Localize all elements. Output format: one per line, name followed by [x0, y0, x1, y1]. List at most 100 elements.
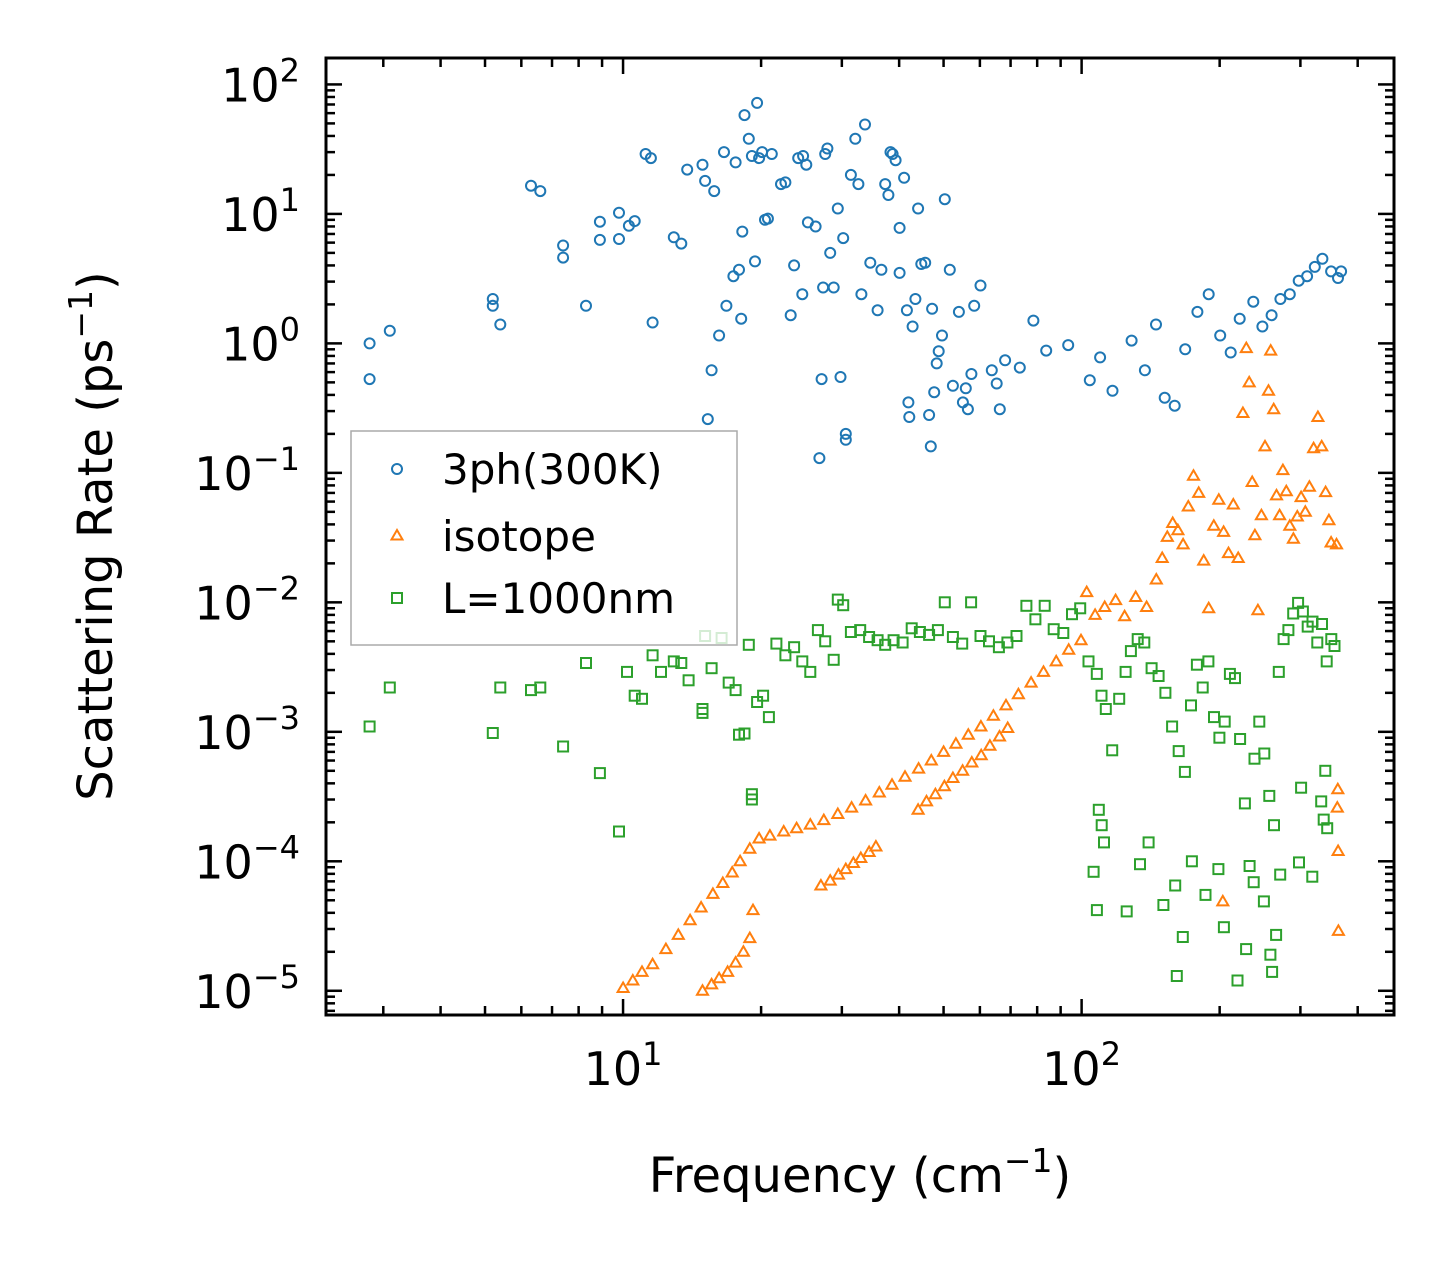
- y-axis-title: Scattering Rate (ps−1): [61, 271, 124, 801]
- data-point: [494, 681, 507, 694]
- data-point: [1247, 295, 1260, 308]
- data-point: [837, 599, 850, 612]
- data-point: [926, 302, 939, 315]
- data-point: [1013, 361, 1026, 374]
- data-point: [855, 288, 868, 301]
- data-point: [796, 655, 809, 668]
- data-point: [1311, 636, 1324, 649]
- data-point: [1247, 527, 1263, 541]
- data-point: [1206, 518, 1222, 531]
- data-point: [992, 729, 1007, 742]
- data-point: [1243, 860, 1256, 872]
- data-point: [693, 900, 709, 913]
- data-point: [1282, 518, 1298, 531]
- data-point: [1138, 636, 1151, 649]
- legend-marker-boundary: [391, 592, 403, 604]
- data-point: [1283, 288, 1296, 301]
- data-point: [1138, 364, 1151, 377]
- data-point: [1295, 781, 1308, 794]
- data-point: [1266, 965, 1279, 978]
- data-point: [580, 299, 592, 312]
- x-axis-title: Frequency (cm−1): [649, 1141, 1072, 1204]
- data-point: [728, 955, 743, 968]
- y-tick-label: 101: [221, 181, 300, 242]
- data-marks: [363, 96, 1348, 996]
- data-point: [909, 293, 922, 305]
- data-point: [765, 148, 778, 160]
- data-point: [1124, 645, 1137, 658]
- data-point: [636, 692, 648, 705]
- data-point: [1094, 351, 1107, 364]
- data-point: [713, 329, 726, 342]
- data-point: [788, 259, 801, 272]
- data-point: [1215, 893, 1231, 907]
- legend-label-3ph: 3ph(300K): [442, 445, 662, 494]
- data-point: [557, 251, 570, 264]
- data-point: [946, 379, 959, 392]
- data-point: [863, 631, 876, 643]
- data-point: [1186, 468, 1201, 481]
- series-0: [363, 96, 1348, 465]
- data-point: [985, 364, 998, 377]
- data-point: [383, 324, 396, 337]
- data-point: [864, 256, 877, 269]
- data-point: [822, 873, 838, 886]
- data-point: [1117, 608, 1132, 622]
- data-point: [796, 288, 809, 301]
- series-1: [615, 340, 1346, 996]
- data-point: [720, 299, 733, 312]
- data-point: [1166, 720, 1179, 733]
- data-point: [931, 624, 944, 637]
- data-point: [1057, 627, 1070, 639]
- data-point: [705, 364, 718, 377]
- data-point: [1263, 789, 1276, 802]
- data-point: [779, 649, 792, 662]
- data-point: [1010, 630, 1023, 642]
- data-point: [936, 329, 948, 342]
- data-point: [924, 440, 937, 453]
- data-point: [722, 676, 735, 689]
- data-point: [1142, 836, 1155, 849]
- data-point: [1139, 599, 1154, 612]
- data-point: [363, 720, 376, 733]
- data-point: [784, 309, 797, 322]
- data-point: [1001, 636, 1014, 649]
- data-point: [757, 689, 770, 702]
- data-point: [1090, 904, 1103, 917]
- data-point: [742, 841, 758, 854]
- data-point: [849, 132, 862, 145]
- legend-label-isotope: isotope: [442, 512, 596, 561]
- data-point: [1095, 819, 1108, 832]
- data-point: [646, 316, 659, 329]
- data-point: [1319, 764, 1332, 777]
- data-point: [1328, 640, 1341, 652]
- data-point: [1119, 665, 1132, 678]
- data-point: [1011, 686, 1026, 700]
- data-point: [1315, 795, 1328, 808]
- data-point: [733, 263, 745, 276]
- data-point: [1234, 733, 1247, 745]
- data-point: [1169, 879, 1182, 892]
- data-point: [1306, 870, 1319, 883]
- data-point: [1074, 602, 1087, 615]
- data-point: [749, 255, 761, 268]
- data-point: [1269, 487, 1284, 501]
- data-point: [837, 232, 850, 245]
- data-point: [945, 770, 961, 783]
- data-point: [879, 178, 892, 191]
- data-point: [1224, 346, 1237, 359]
- data-point: [762, 711, 775, 724]
- data-point: [1175, 536, 1191, 550]
- data-point: [1095, 689, 1108, 702]
- data-point: [827, 653, 840, 666]
- data-point: [824, 246, 837, 259]
- data-point: [667, 231, 680, 244]
- data-point: [625, 973, 641, 986]
- data-point: [910, 802, 926, 815]
- data-point: [1330, 781, 1346, 795]
- data-point: [1253, 715, 1266, 728]
- data-point: [813, 452, 826, 465]
- data-point: [1310, 409, 1326, 422]
- data-point: [886, 148, 899, 160]
- data-point: [1036, 664, 1051, 677]
